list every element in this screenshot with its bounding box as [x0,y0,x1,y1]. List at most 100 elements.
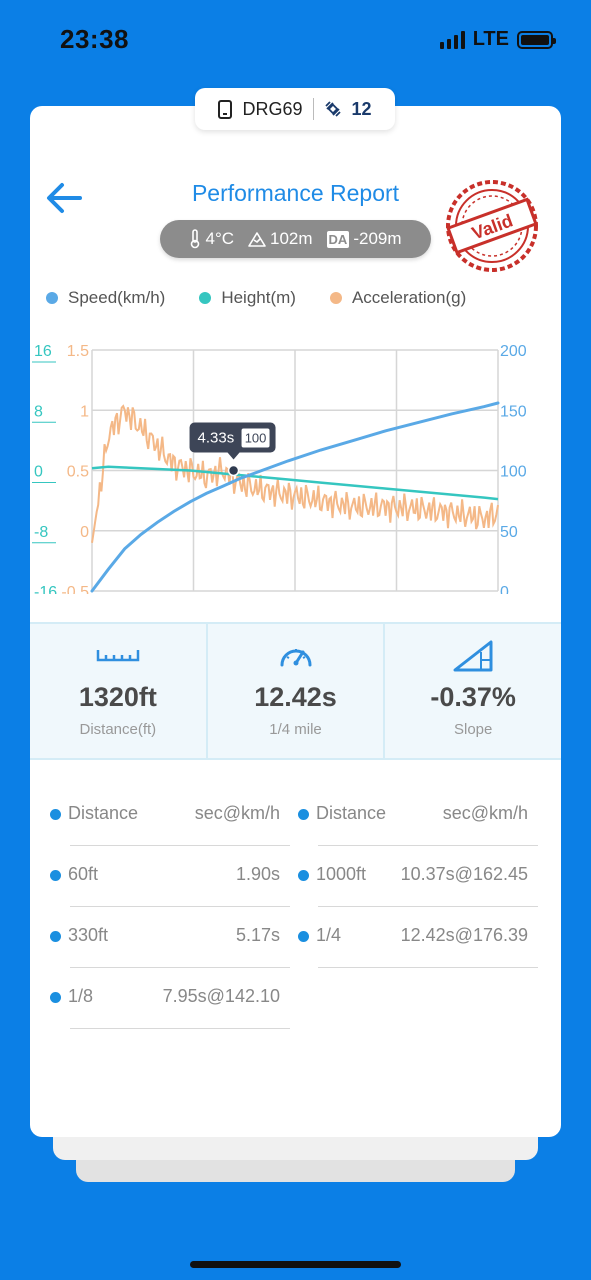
mountain-icon [248,232,266,247]
y-tick-label-acceleration: -0.5 [61,584,89,594]
result-value: 1.90s [235,864,280,884]
stat-value: 1320ft [78,682,157,712]
home-indicator[interactable] [190,1261,401,1268]
y-tick-label-acceleration: 1 [80,403,89,420]
bullet [50,992,61,1003]
result-row: 60ft 1.90s [50,847,290,907]
stat-value: -0.37% [430,682,516,712]
column-label: Distance [316,803,387,823]
temperature-value: 4°C [205,229,235,248]
result-row: 1/4 12.42s@176.39 [298,908,538,968]
y-tick-label-acceleration: 1.5 [67,343,89,360]
legend-speed[interactable]: Speed(km/h) [46,288,165,308]
chart-ticks: 16 8 0 -8 -16 1.5 1 0.5 0 -0.5 200 150 100 50 0 [32,343,527,594]
y-tick-label-acceleration: 0.5 [67,464,89,481]
conditions-pill: 4°C 102m DA -209m [160,220,431,258]
tooltip-badge [241,428,270,448]
phone-icon [218,99,233,119]
legend-dot [199,292,212,304]
column-value: sec@km/h [442,803,528,823]
result-row: 1/8 7.95s@142.10 [50,969,290,1029]
arrow-left-icon[interactable] [44,178,84,218]
page-title: Performance Report [191,180,400,206]
legend-acceleration[interactable]: Acceleration(g) [329,288,467,308]
y-tick-label-speed: 100 [500,464,527,481]
signal-icon [439,30,465,49]
result-value: 7.95s@142.10 [162,986,280,1006]
bullet [298,931,309,942]
stat-label: Slope [453,721,493,738]
bullet [50,870,61,881]
legend-label: Acceleration(g) [351,288,467,307]
acceleration-line [91,404,499,543]
legend-height[interactable]: Height(m) [199,288,296,308]
stat-value: 12.42s [254,682,337,712]
stat-label: 1/4 mile [269,721,322,738]
stat-time: 12.42s 1/4 mile [208,624,386,758]
bullet [50,931,61,942]
slope-icon [453,640,493,672]
legend-dot [46,292,58,304]
status-indicators: LTE [439,28,556,51]
y-tick-label-height: -8 [34,524,48,541]
legend-label: Speed(km/h) [68,288,166,307]
altitude: 102m [248,229,313,249]
results-header-left: Distance sec@km/h [50,786,290,846]
results-header-right: Distance sec@km/h [298,786,538,846]
status-time: 23:38 [60,24,129,54]
result-label: 1000ft [316,864,367,884]
y-tick-label-height: 16 [34,343,52,360]
device-name: DRG69 [242,98,303,119]
bullet [298,870,309,881]
density-altitude-value: -209m [353,229,402,248]
y-tick-label-speed: 200 [500,343,527,360]
temperature: 4°C [189,229,234,249]
chart-tooltip: 4.33s 100 [189,422,276,477]
density-altitude: DA -209m [326,229,402,249]
y-tick-label-speed: 0 [500,584,509,594]
y-tick-label-height: 8 [34,403,43,420]
result-row: 330ft 5.17s [50,908,290,968]
thermometer-icon [191,229,200,249]
result-value: 10.37s@162.45 [400,864,528,884]
y-tick-label-speed: 150 [500,403,527,420]
column-label: Distance [68,803,139,823]
divider [312,98,314,120]
ruler-icon [96,650,140,662]
stat-distance: 1320ft Distance(ft) [30,624,208,758]
altitude-value: 102m [270,229,313,248]
device-pill[interactable]: DRG69 12 [195,88,395,130]
bullet [50,809,61,820]
y-tick-label-speed: 50 [500,524,518,541]
network-label: LTE [472,28,509,50]
legend-label: Height(m) [221,288,296,307]
result-value: 5.17s [235,925,280,945]
y-tick-label-height: 0 [34,464,43,481]
legend-dot [329,292,342,304]
result-label: 60ft [68,864,99,884]
tooltip-pointer [227,452,240,460]
result-label: 1/8 [68,986,94,1006]
y-tick-label-height: -16 [34,584,57,594]
tooltip-point [227,464,240,477]
height-line [91,465,499,501]
da-badge: DA [326,230,350,248]
chart-lines [90,401,500,593]
battery-icon [517,30,556,49]
speed-line [90,401,500,593]
stat-slope: -0.37% Slope [385,624,561,758]
result-label: 330ft [68,925,109,945]
tooltip-time: 4.33s [198,430,235,447]
satellite-count: 12 [351,98,372,119]
valid-stamp: Valid [446,180,538,272]
speedometer-icon [280,649,311,667]
chart-legend: Speed(km/h) Height(m) Acceleration(g) [46,288,466,308]
bullet [298,809,309,820]
tooltip-speed: 100 [245,431,267,446]
stat-label: Distance(ft) [79,721,157,738]
result-row: 1000ft 10.37s@162.45 [298,847,538,907]
column-value: sec@km/h [194,803,280,823]
result-value: 12.42s@176.39 [400,925,528,945]
chart-grid [91,349,499,592]
